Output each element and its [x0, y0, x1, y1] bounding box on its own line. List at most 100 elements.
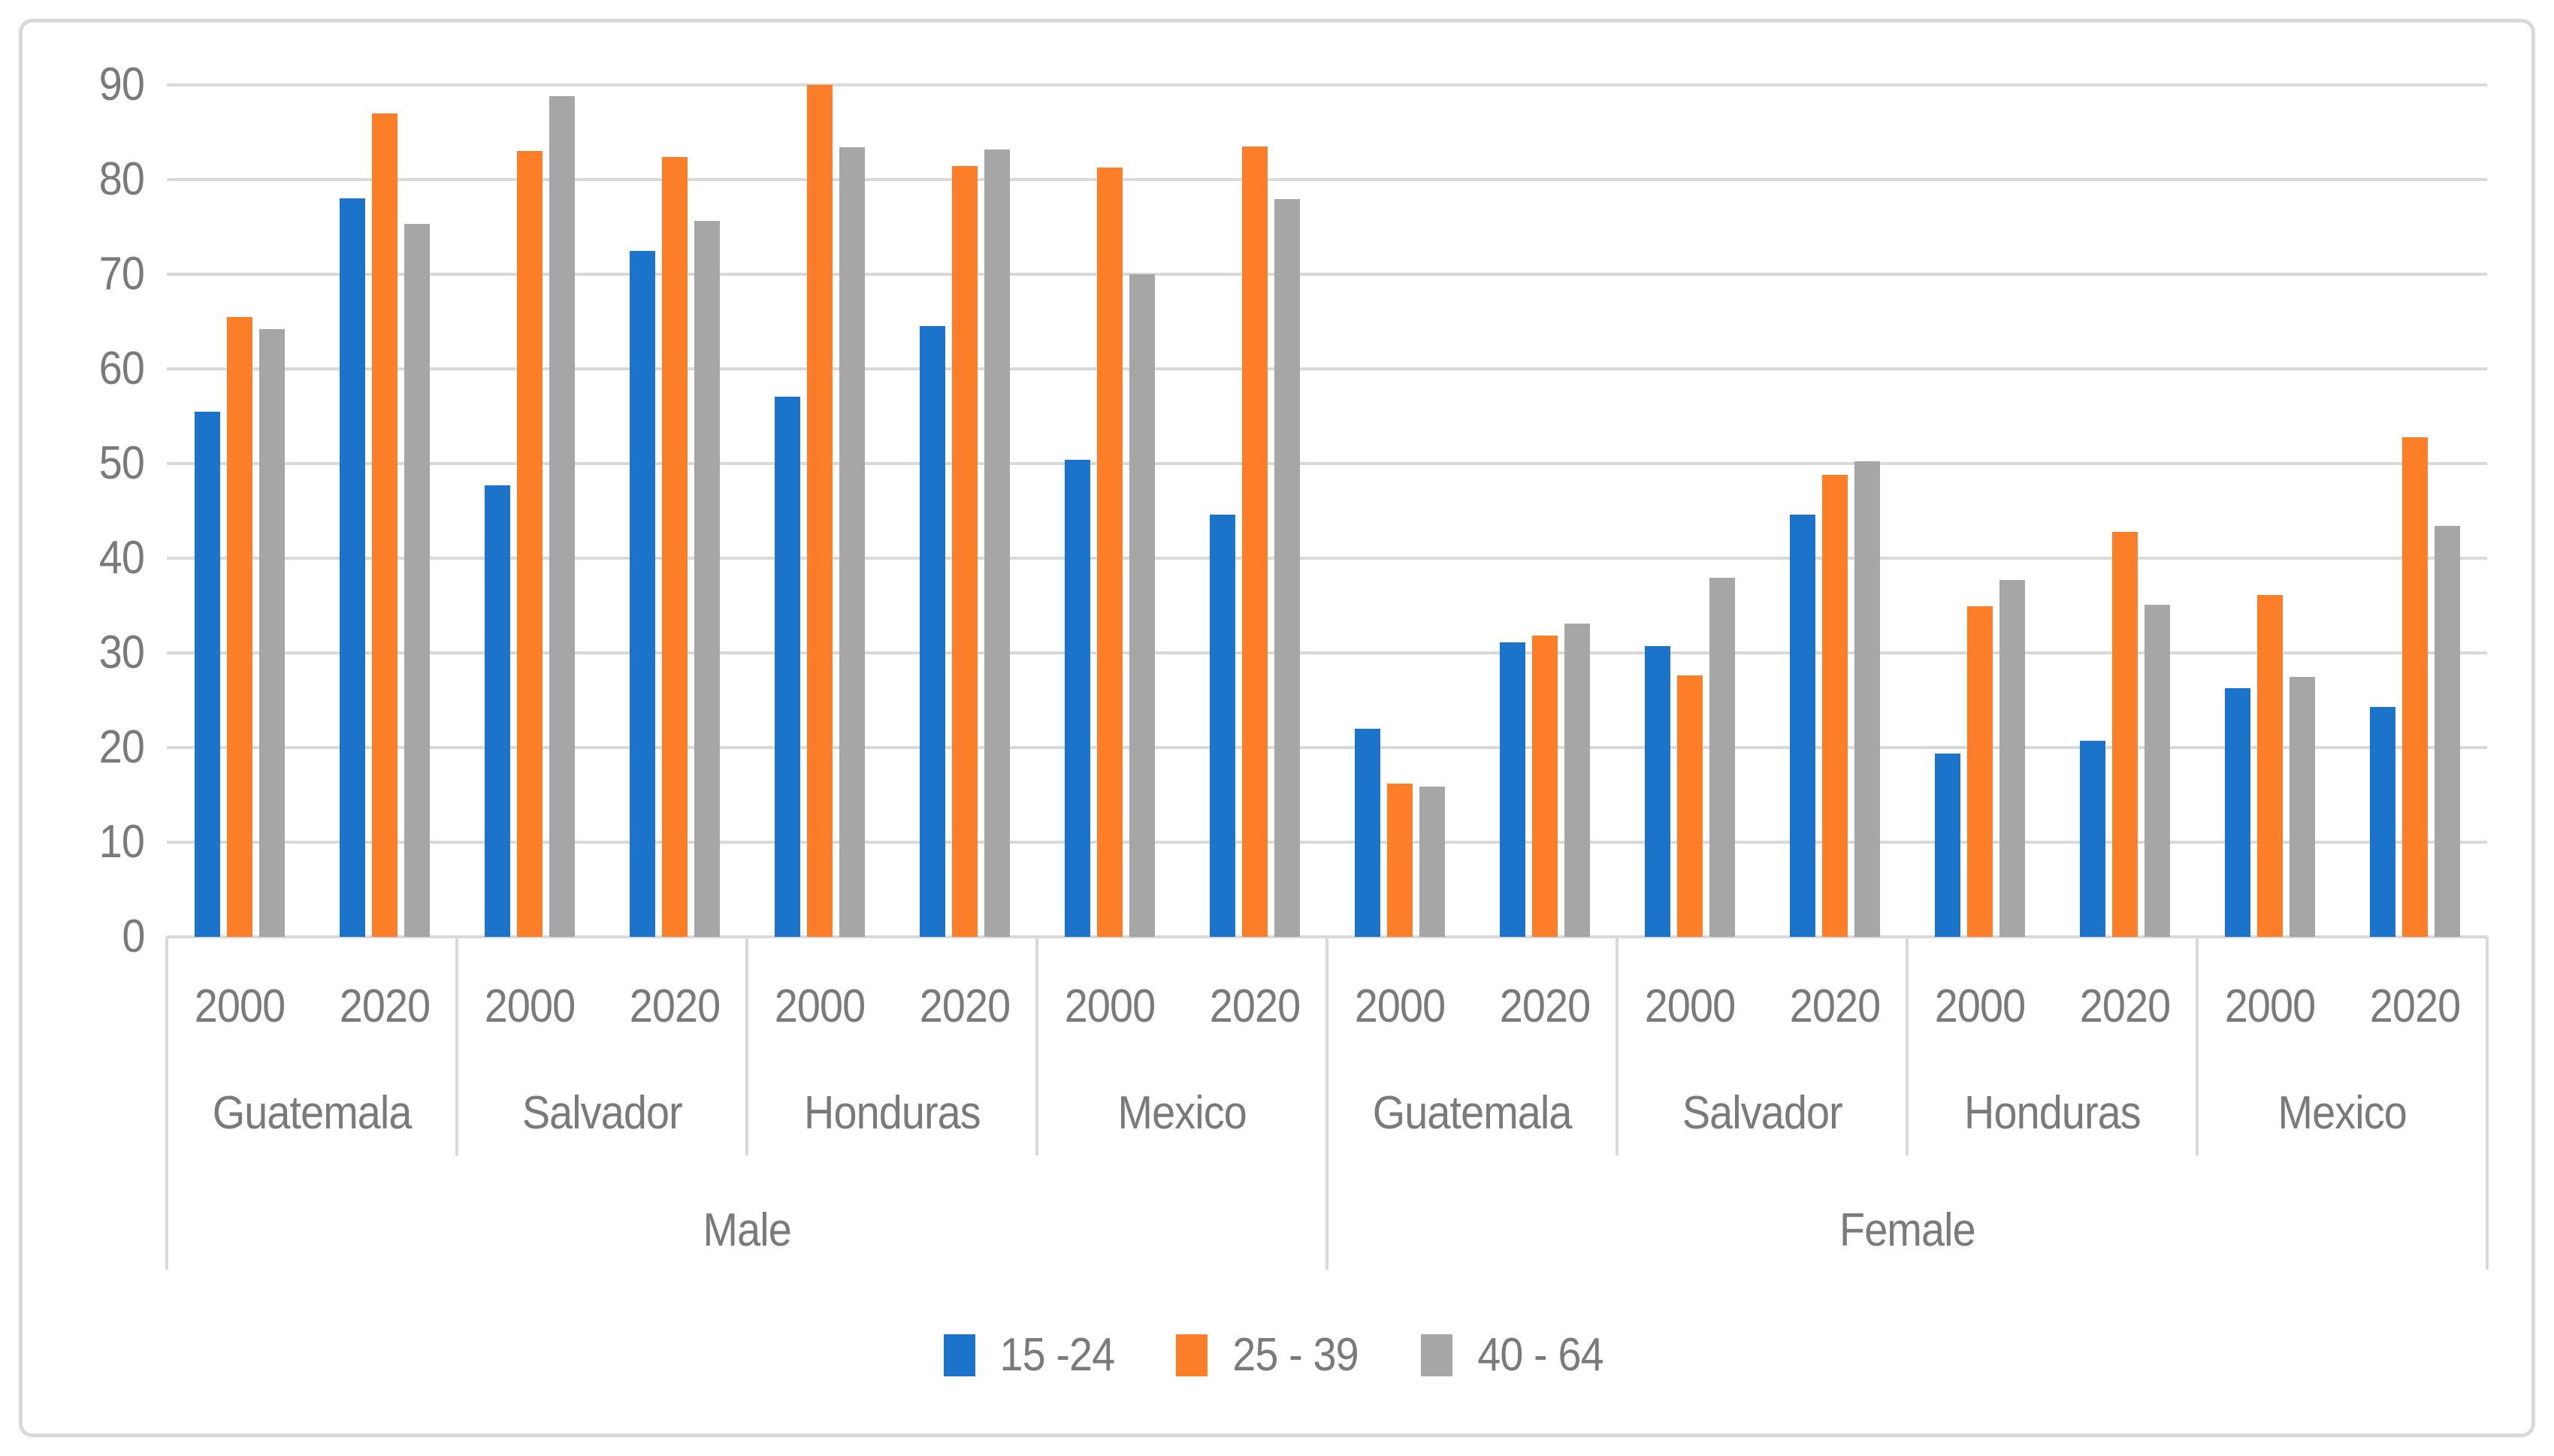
plot-area	[167, 83, 2487, 938]
bar-female-salvador-2000-15-24	[1644, 646, 1670, 937]
legend-label: 15 -24	[999, 1329, 1115, 1381]
bar-female-honduras-2000-40-64	[1999, 579, 2025, 937]
x-axis-gender-row: Male Female	[167, 1155, 2487, 1270]
bar-male-guatemala-2000-15-24	[194, 411, 220, 937]
year-label-2000: 2000	[194, 980, 285, 1032]
bar-female-mexico-2020-40-64	[2434, 526, 2460, 937]
bar-female-salvador-2020-40-64	[1854, 461, 1880, 937]
year-label-2000: 2000	[484, 980, 575, 1032]
gridline	[167, 651, 2487, 654]
bar-female-mexico-2000-15-24	[2224, 687, 2250, 937]
bar-female-honduras-2000-25-39	[1966, 606, 1993, 937]
legend-swatch-icon	[1176, 1334, 1208, 1376]
bar-male-mexico-2000-25-39	[1096, 167, 1123, 937]
country-label-guatemala: Guatemala	[1372, 1086, 1573, 1139]
bar-female-mexico-2020-25-39	[2401, 436, 2428, 937]
year-label-2020: 2020	[919, 980, 1010, 1032]
bar-female-guatemala-2020-25-39	[1531, 636, 1558, 937]
bar-male-honduras-2020-15-24	[919, 326, 945, 937]
year-label-2020: 2020	[1789, 980, 1880, 1032]
year-label-2020: 2020	[629, 980, 720, 1032]
legend-item: 25 - 39	[1176, 1328, 1365, 1382]
gender-separator-line	[165, 937, 168, 1270]
bar-female-salvador-2020-15-24	[1789, 515, 1815, 937]
country-label-mexico: Mexico	[2277, 1086, 2407, 1139]
legend-swatch-icon	[1421, 1334, 1453, 1376]
year-label-2020: 2020	[339, 980, 430, 1032]
year-label-2000: 2000	[1644, 980, 1735, 1032]
legend-item: 40 - 64	[1421, 1328, 1610, 1382]
bar-female-guatemala-2000-15-24	[1354, 728, 1380, 937]
bar-female-honduras-2020-25-39	[2111, 531, 2138, 937]
year-label-2020: 2020	[1209, 980, 1300, 1032]
year-label-2000: 2000	[2224, 980, 2315, 1032]
bar-male-salvador-2000-15-24	[484, 485, 510, 937]
gender-separator-line	[2486, 937, 2489, 1270]
legend-item: 15 -24	[943, 1328, 1121, 1382]
y-tick-label: 80	[98, 153, 145, 205]
country-separator-line	[455, 937, 458, 1155]
bar-male-guatemala-2000-25-39	[226, 316, 252, 937]
year-label-2000: 2000	[1354, 980, 1445, 1032]
y-tick-label: 40	[98, 532, 145, 584]
country-separator-line	[2196, 937, 2199, 1155]
y-tick-label: 20	[98, 721, 145, 773]
country-label-salvador: Salvador	[521, 1086, 682, 1139]
bars	[167, 85, 2487, 937]
bar-female-guatemala-2000-40-64	[1419, 786, 1445, 937]
bar-male-honduras-2000-25-39	[806, 85, 833, 937]
bar-male-honduras-2020-40-64	[984, 149, 1010, 937]
bar-male-guatemala-2020-15-24	[339, 198, 365, 937]
gridline	[167, 83, 2487, 86]
bar-male-honduras-2020-25-39	[951, 166, 978, 937]
year-label-2000: 2000	[1064, 980, 1155, 1032]
bar-male-mexico-2000-15-24	[1064, 459, 1090, 937]
x-axis-year-row: 2000 2020 2000 2020 2000 2020 2000 2020 2000 2020…	[167, 937, 2487, 1050]
y-tick-label: 90	[98, 59, 145, 110]
country-separator-line	[745, 937, 748, 1155]
gender-label-female: Female	[1839, 1204, 1976, 1256]
year-label-2020: 2020	[2079, 980, 2170, 1032]
bar-female-guatemala-2000-25-39	[1386, 783, 1413, 937]
gridline	[167, 841, 2487, 844]
bar-female-honduras-2020-15-24	[2079, 741, 2105, 937]
gridline	[167, 462, 2487, 465]
bar-male-salvador-2020-40-64	[694, 221, 720, 937]
bar-male-salvador-2000-25-39	[516, 151, 543, 937]
bar-male-mexico-2020-15-24	[1209, 515, 1235, 937]
bar-female-guatemala-2020-15-24	[1499, 642, 1525, 937]
x-axis-country-row: Guatemala Salvador Honduras Mexico Guatemala…	[167, 1050, 2487, 1155]
country-separator-line	[1035, 937, 1038, 1155]
y-tick-label: 0	[121, 911, 145, 962]
legend: 15 -24 25 - 39 40 - 64	[0, 1328, 2554, 1382]
gridline	[167, 273, 2487, 276]
bar-male-salvador-2000-40-64	[549, 96, 575, 937]
bar-male-mexico-2020-25-39	[1241, 146, 1268, 937]
year-label-2020: 2020	[2369, 980, 2460, 1032]
bar-male-honduras-2000-40-64	[839, 147, 865, 937]
gridline	[167, 746, 2487, 749]
legend-swatch-icon	[943, 1334, 975, 1376]
bar-female-honduras-2020-40-64	[2144, 604, 2170, 937]
gender-label-male: Male	[703, 1204, 791, 1256]
legend-label: 40 - 64	[1477, 1329, 1604, 1381]
country-separator-line	[1906, 937, 1909, 1155]
bar-male-salvador-2020-25-39	[661, 156, 688, 937]
gridline	[167, 367, 2487, 370]
year-label-2000: 2000	[1934, 980, 2025, 1032]
legend-label: 25 - 39	[1232, 1329, 1359, 1381]
gridline	[167, 178, 2487, 181]
bar-female-salvador-2000-25-39	[1676, 675, 1703, 937]
y-tick-label: 70	[98, 248, 145, 300]
country-label-salvador: Salvador	[1682, 1086, 1842, 1139]
y-tick-label: 30	[98, 627, 145, 678]
y-axis-labels: 90 80 70 60 50 40 30 20 10 0	[0, 0, 145, 1456]
bar-male-honduras-2000-15-24	[774, 396, 800, 937]
y-tick-label: 10	[98, 816, 145, 868]
country-label-mexico: Mexico	[1117, 1086, 1247, 1139]
year-label-2020: 2020	[1499, 980, 1590, 1032]
country-label-honduras: Honduras	[1963, 1086, 2141, 1139]
country-label-honduras: Honduras	[803, 1086, 981, 1139]
bar-male-guatemala-2020-40-64	[404, 224, 430, 937]
